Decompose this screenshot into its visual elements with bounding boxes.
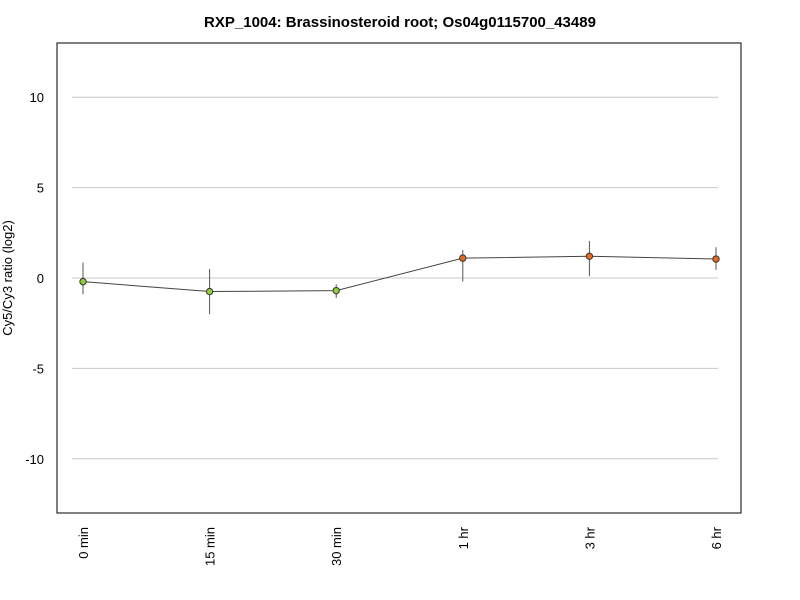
x-tick-label: 0 min [76,527,91,559]
plot-frame [56,42,742,514]
y-tick-label: -10 [25,452,44,467]
y-tick-label: 5 [37,181,44,196]
series-layer [79,240,720,315]
x-tick-label: 30 min [329,527,344,566]
x-axis: 0 min 15 min 30 min 1 hr 3 hr 6 hr [76,526,724,566]
series-line [82,255,717,293]
x-tick-label: 6 hr [709,526,724,549]
data-point [79,277,87,286]
data-point [585,252,594,261]
y-tick-label: -5 [32,361,44,376]
y-axis-label: Cy5/Cy3 ratio (log2) [0,220,15,336]
y-tick-label: 10 [30,90,44,105]
grid-layer [72,96,718,460]
y-axis: -10 -5 0 5 10 [25,90,44,467]
data-point [332,286,340,295]
y-tick-label: 0 [37,271,44,286]
x-tick-label: 1 hr [456,526,471,549]
data-point [459,254,467,262]
data-point [205,287,214,296]
chart-title: RXP_1004: Brassinosteroid root; Os04g011… [204,14,596,31]
data-point [712,255,720,263]
x-tick-label: 15 min [203,527,218,566]
x-tick-label: 3 hr [582,526,597,549]
